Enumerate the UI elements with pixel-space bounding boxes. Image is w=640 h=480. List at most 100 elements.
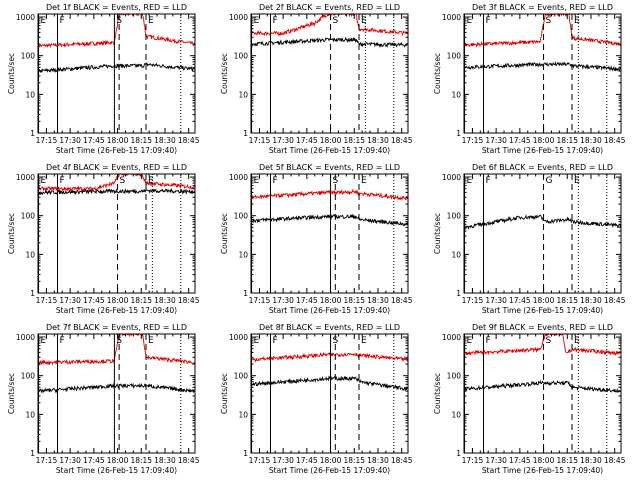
x-tick-label: 18:00 <box>107 296 129 305</box>
x-tick-label: 18:30 <box>580 456 602 465</box>
y-tick-label: 1000 <box>229 13 248 22</box>
x-tick-label: 18:15 <box>556 456 578 465</box>
x-tick-label: 18:15 <box>130 456 152 465</box>
plot-frame <box>463 333 622 454</box>
x-tick-label: 18:30 <box>580 136 602 145</box>
y-tick-label: 10 <box>25 250 35 259</box>
x-tick-label: 18:15 <box>130 296 152 305</box>
event-marker-label: E <box>574 176 580 186</box>
y-axis-label: Counts/sec <box>433 213 442 254</box>
x-tick-label: 17:15 <box>462 136 484 145</box>
chart-panel: Det 7f BLACK = Events, RED = LLD E F S E 1 10 1… <box>7 323 200 475</box>
y-tick-label: 1000 <box>229 173 248 182</box>
x-tick-label: 18:15 <box>343 456 365 465</box>
chart-panel: Det 2f BLACK = Events, RED = LLD E F S E 1 10 1… <box>220 3 413 155</box>
event-marker-label: F <box>272 176 277 186</box>
x-tick-label: 18:15 <box>130 136 152 145</box>
x-axis-label: Start Time (26-Feb-15 17:09:40) <box>56 306 177 315</box>
plot-frame <box>37 173 196 294</box>
event-marker-label: F <box>485 176 490 186</box>
event-marker-label: E <box>574 336 580 346</box>
events-series-line <box>464 214 621 231</box>
x-tick-label: 18:00 <box>533 136 555 145</box>
y-tick-label: 1000 <box>442 173 461 182</box>
x-tick-label: 18:30 <box>580 296 602 305</box>
x-tick-label: 17:30 <box>272 456 294 465</box>
x-tick-label: 18:30 <box>154 296 176 305</box>
x-tick-label: 17:30 <box>59 456 81 465</box>
y-tick-label: 100 <box>447 372 462 381</box>
x-tick-label: 17:15 <box>249 296 271 305</box>
x-tick-label: 18:00 <box>533 296 555 305</box>
event-marker-label: E <box>148 336 154 346</box>
x-tick-label: 18:45 <box>178 296 200 305</box>
y-tick-label: 1000 <box>229 333 248 342</box>
event-marker-label: E <box>41 336 47 346</box>
x-tick-label: 18:00 <box>107 136 129 145</box>
y-tick-label: 1 <box>243 289 248 298</box>
event-marker-label: F <box>272 16 277 26</box>
y-tick-label: 1 <box>30 449 35 458</box>
event-marker-label: E <box>148 16 154 26</box>
event-marker-label: F <box>485 336 490 346</box>
event-marker-label: F <box>59 176 64 186</box>
events-series-line <box>464 379 621 393</box>
event-marker-label: S <box>333 176 339 186</box>
y-axis-label: Counts/sec <box>220 53 229 94</box>
lld-series-line <box>38 14 195 49</box>
x-tick-label: 18:45 <box>178 136 200 145</box>
y-tick-label: 1 <box>456 289 461 298</box>
y-axis-label: Counts/sec <box>7 373 16 414</box>
y-tick-label: 10 <box>238 250 248 259</box>
x-tick-label: 17:45 <box>509 136 531 145</box>
y-tick-label: 1 <box>243 129 248 138</box>
chart-title: Det 2f BLACK = Events, RED = LLD <box>259 3 400 12</box>
event-marker-label: F <box>59 16 64 26</box>
y-axis-label: Counts/sec <box>433 373 442 414</box>
x-tick-label: 18:30 <box>367 456 389 465</box>
x-tick-label: 17:30 <box>59 136 81 145</box>
x-tick-label: 18:45 <box>391 296 413 305</box>
y-tick-label: 100 <box>447 212 462 221</box>
x-axis-label: Start Time (26-Feb-15 17:09:40) <box>269 306 390 315</box>
x-tick-label: 17:45 <box>296 136 318 145</box>
chart-panel: Det 3f BLACK = Events, RED = LLD E F S E 1 10 1… <box>433 3 626 155</box>
event-marker-label: G <box>546 176 553 186</box>
events-series-line <box>38 382 195 395</box>
y-tick-label: 10 <box>451 250 461 259</box>
y-tick-label: 1 <box>456 129 461 138</box>
y-tick-label: 1 <box>456 449 461 458</box>
chart-panel: Det 4f BLACK = Events, RED = LLD E F S E 1 10 1… <box>7 163 200 315</box>
x-axis-label: Start Time (26-Feb-15 17:09:40) <box>482 146 603 155</box>
events-series-line <box>251 375 408 391</box>
x-tick-label: 17:30 <box>272 296 294 305</box>
event-marker-label: S <box>116 336 122 346</box>
lld-series-line <box>251 351 408 363</box>
x-tick-label: 18:45 <box>391 136 413 145</box>
event-marker-label: S <box>546 16 552 26</box>
y-tick-label: 100 <box>234 52 249 61</box>
events-series-line <box>38 62 195 74</box>
y-tick-label: 1000 <box>16 173 35 182</box>
lld-series-line <box>464 14 621 49</box>
x-tick-label: 17:15 <box>462 296 484 305</box>
event-marker-label: S <box>546 336 552 346</box>
plot-frame <box>37 13 196 134</box>
events-series-line <box>251 213 408 227</box>
y-tick-label: 1000 <box>16 13 35 22</box>
chart-title: Det 7f BLACK = Events, RED = LLD <box>46 323 187 332</box>
x-tick-label: 18:30 <box>154 456 176 465</box>
event-marker-label: E <box>41 16 47 26</box>
event-marker-label: F <box>485 16 490 26</box>
events-series-line <box>251 36 408 48</box>
x-tick-label: 18:45 <box>391 456 413 465</box>
x-tick-label: 18:30 <box>154 136 176 145</box>
event-marker-label: E <box>254 16 260 26</box>
plot-frame <box>463 173 622 294</box>
y-tick-label: 100 <box>447 52 462 61</box>
x-tick-label: 17:30 <box>272 136 294 145</box>
x-tick-label: 17:15 <box>462 456 484 465</box>
chart-title: Det 8f BLACK = Events, RED = LLD <box>259 323 400 332</box>
x-tick-label: 17:30 <box>485 136 507 145</box>
event-marker-label: S <box>333 16 339 26</box>
